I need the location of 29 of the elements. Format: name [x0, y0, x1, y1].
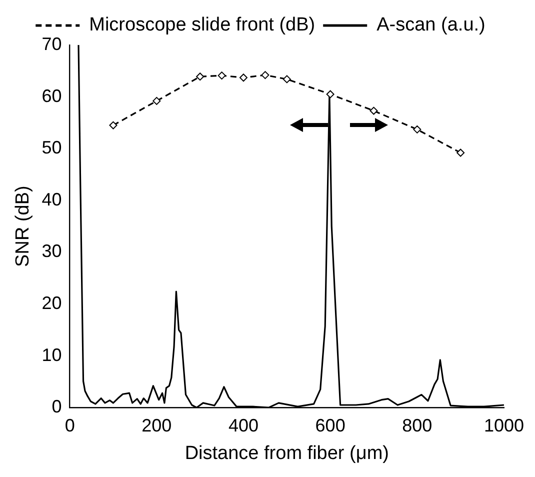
point	[152, 96, 161, 105]
y-tick-label: 30	[42, 241, 62, 262]
x-tick-label: 800	[402, 415, 432, 436]
point	[456, 148, 465, 157]
y-axis-title: SNR (dB)	[12, 186, 34, 267]
point	[261, 71, 270, 80]
point	[109, 121, 118, 130]
point	[196, 72, 204, 81]
point	[370, 106, 378, 115]
y-tick-label: 0	[52, 396, 62, 417]
legend-label: Microscope slide front (dB)	[89, 14, 316, 36]
y-tick-label: 60	[42, 86, 62, 106]
point	[326, 90, 334, 98]
y-tick-label: 20	[42, 292, 62, 313]
x-axis-title: Distance from fiber (μm)	[184, 442, 389, 464]
y-tick-label: 50	[42, 138, 62, 158]
x-tick-label: 400	[228, 415, 259, 436]
x-tick-label: 600	[315, 415, 346, 436]
legend-label: A-scan (a.u.)	[376, 14, 486, 36]
x-tick-label: 0	[64, 415, 75, 436]
point	[239, 74, 248, 82]
y-tick-label: 70	[42, 34, 62, 54]
y-tick-label: 10	[42, 344, 62, 365]
point	[218, 72, 226, 80]
x-tick-label: 200	[142, 415, 172, 436]
point	[282, 75, 291, 84]
y-tick-label: 40	[42, 189, 62, 210]
point	[413, 125, 422, 134]
x-tick-label: 1000	[484, 415, 524, 436]
